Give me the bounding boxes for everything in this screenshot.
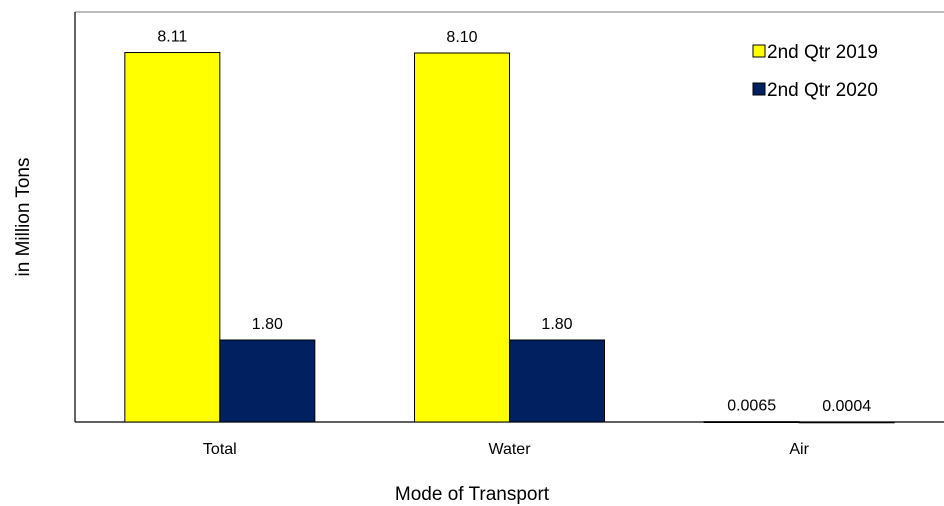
data-label-total-series-2: 1.80: [252, 316, 283, 333]
bar-air-series-1: [703, 421, 800, 424]
bar-water-series-1: [414, 52, 510, 423]
bars-group: [124, 52, 895, 424]
x-tick-label-air: Air: [789, 441, 809, 458]
data-label-air-series-2: 0.0004: [822, 398, 871, 415]
bar-water-series-2: [509, 339, 605, 423]
data-labels-group: 8.11 1.80 8.10 1.80 0.0065 0.0004: [157, 29, 871, 415]
x-axis-title: Mode of Transport: [395, 484, 550, 505]
data-label-air-series-1: 0.0065: [727, 398, 776, 415]
data-label-water-series-1: 8.10: [446, 29, 477, 46]
data-label-water-series-2: 1.80: [541, 316, 572, 333]
legend-label-series-2: 2nd Qtr 2020: [767, 80, 878, 101]
legend: 2nd Qtr 2019 2nd Qtr 2020: [752, 42, 878, 101]
bar-total-series-1: [124, 52, 221, 423]
x-tick-label-total: Total: [203, 441, 237, 458]
bar-air-series-2: [798, 421, 895, 424]
bar-total-series-2: [219, 339, 316, 423]
y-axis-title: in Million Tons: [13, 158, 34, 277]
x-tick-labels-group: Total Water Air: [203, 441, 810, 458]
data-label-total-series-1: 8.11: [157, 29, 187, 46]
x-tick-label-water: Water: [488, 441, 531, 458]
legend-label-series-1: 2nd Qtr 2019: [767, 42, 878, 63]
legend-swatch-series-1: [752, 44, 766, 58]
legend-swatch-series-2: [752, 82, 766, 96]
